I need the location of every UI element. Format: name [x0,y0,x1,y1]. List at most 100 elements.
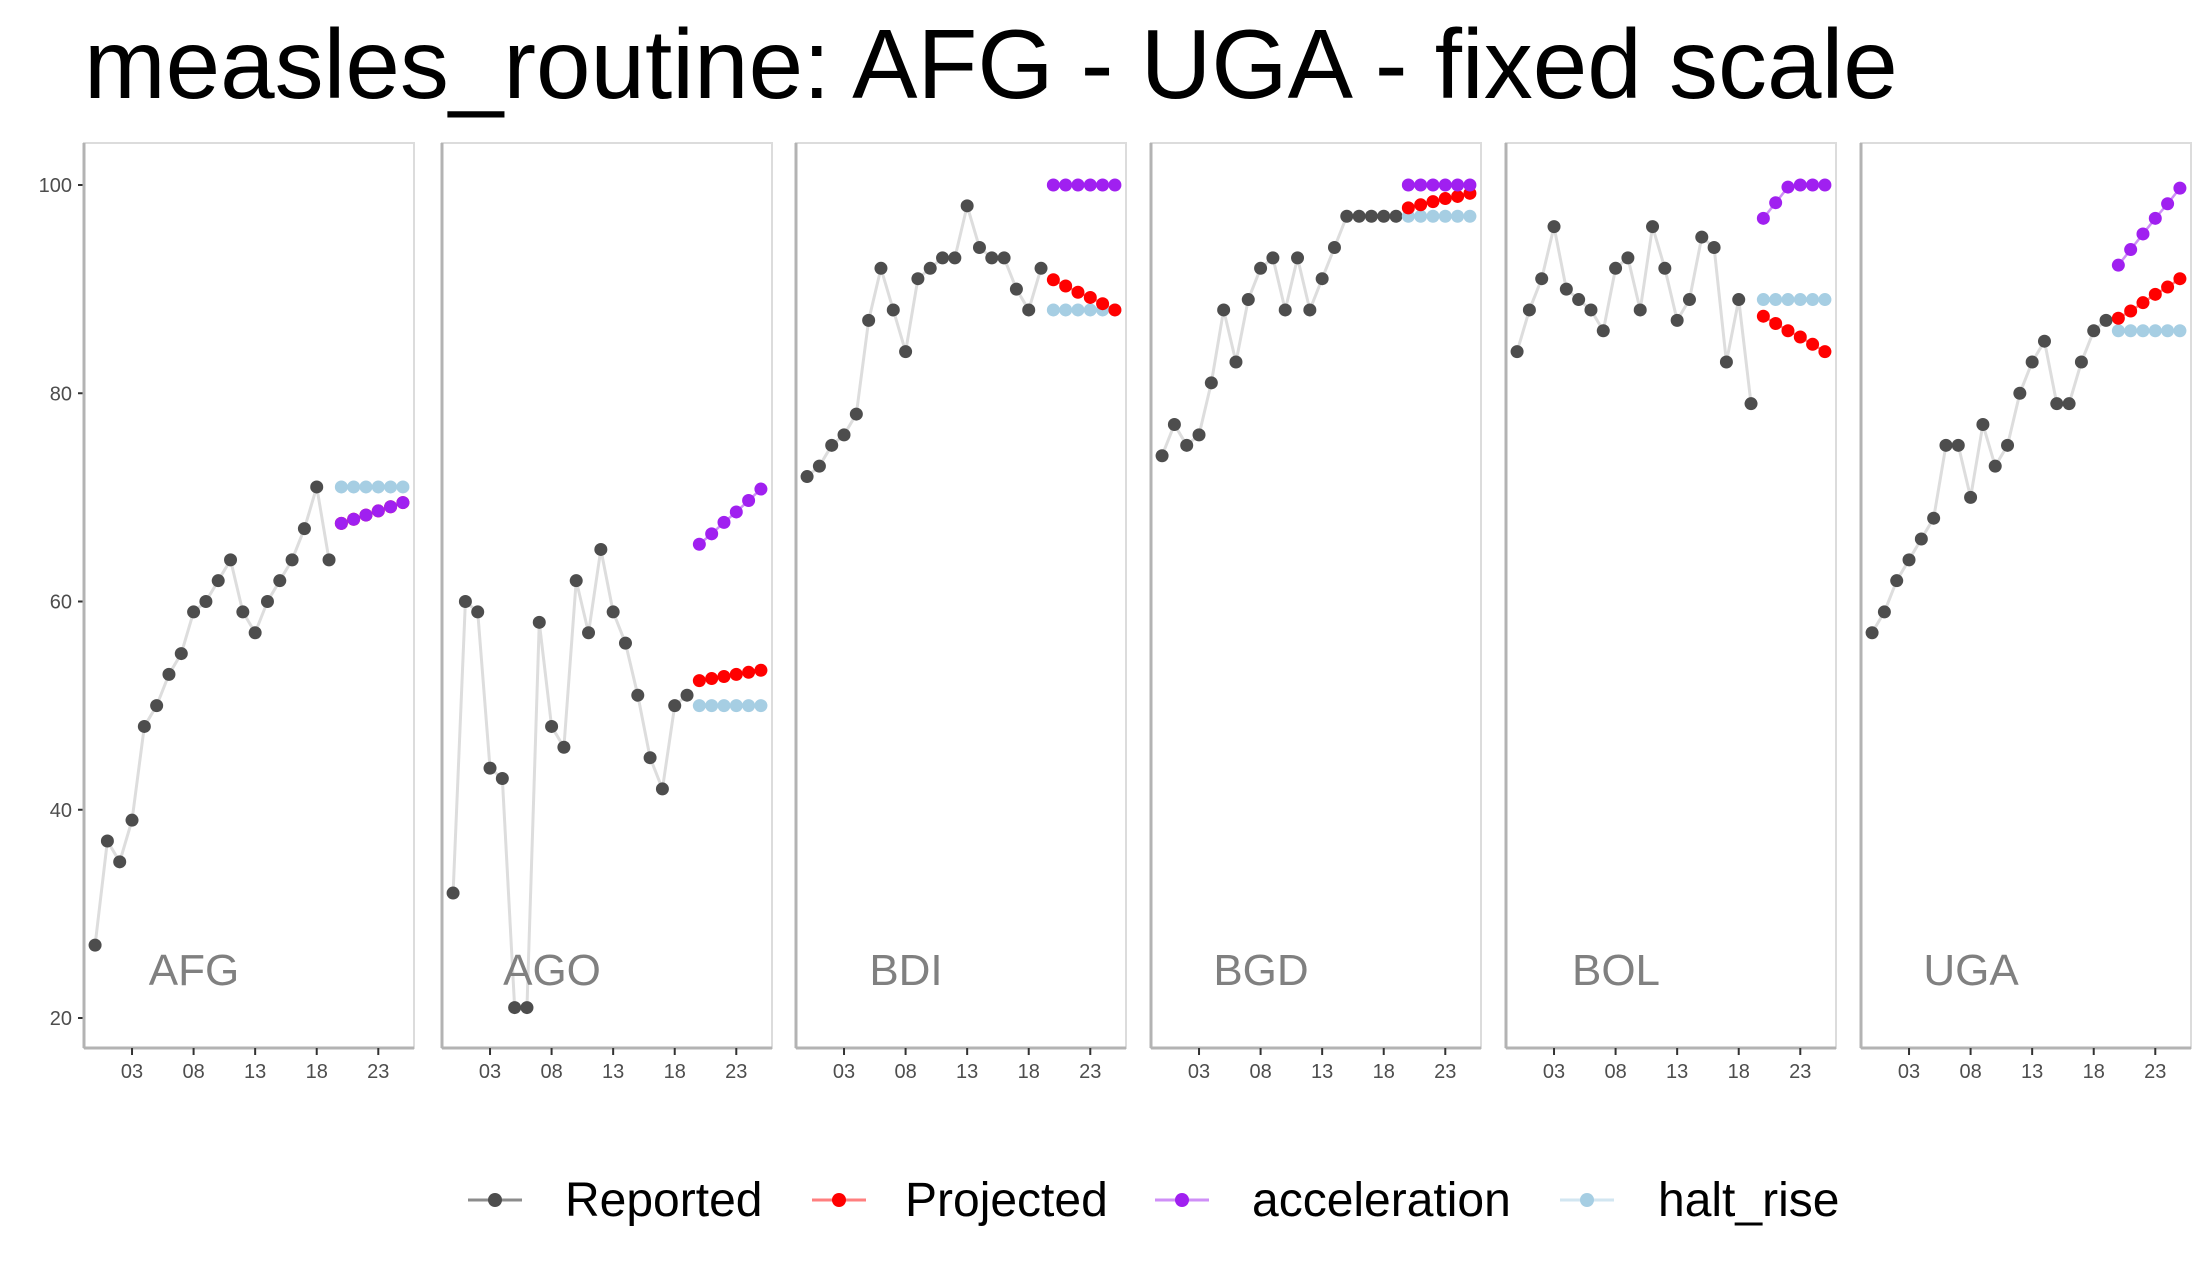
halt_rise-point [742,699,756,713]
y-tick-label: 60 [50,592,72,614]
halt_rise-point [2136,324,2150,338]
reported-point [532,615,546,629]
acceleration-point [1059,178,1073,192]
acceleration-point [717,515,731,529]
reported-point [1744,397,1758,411]
reported-point [88,938,102,952]
reported-point [569,574,583,588]
reported-point [1266,251,1280,265]
acceleration-point [2148,211,2162,225]
projected-point [2173,272,2187,286]
reported-point [471,605,485,619]
x-tick-label: 03 [833,1061,855,1083]
halt_rise-point [1438,209,1452,223]
reported-point [668,699,682,713]
reported-point [849,407,863,421]
reported-point [1670,313,1684,327]
reported-point [606,605,620,619]
projected-point [742,665,756,679]
acceleration-point [1793,178,1807,192]
x-tick-label: 13 [2021,1061,2043,1083]
legend-item-reported: Reported [468,1174,762,1227]
legend-item-projected: Projected [812,1174,1108,1227]
reported-point [972,240,986,254]
reported-point [899,345,913,359]
legend: Reported Projected acceleration halt_rise [468,1174,1839,1227]
facet-label: BOL [1572,946,1660,995]
legend-key-point [832,1193,846,1207]
reported-point [1364,209,1378,223]
halt_rise-point [692,699,706,713]
acceleration-point [1806,178,1820,192]
projected-point [1426,195,1440,209]
reported-point [162,667,176,681]
x-tick-label: 23 [1434,1061,1456,1083]
reported-point [1939,438,1953,452]
reported-point [187,605,201,619]
facet-panel-uga: 03 08 13 18 23 UGA [1859,142,2192,1083]
halt_rise-point [1781,293,1795,307]
legend-item-halt-rise: halt_rise [1560,1174,1839,1227]
reported-point [1572,293,1586,307]
reported-point [631,688,645,702]
projected-point [1046,273,1060,287]
acceleration-point [754,482,768,496]
projected-point [1793,330,1807,344]
reported-point [1658,261,1672,275]
reported-point [199,595,213,608]
reported-point [1229,355,1243,369]
halt_rise-point [729,699,743,713]
projected-point [1756,309,1770,323]
reported-point [1389,209,1403,223]
reported-point [1682,293,1696,307]
halt_rise-point [2161,324,2175,338]
acceleration-point [1426,178,1440,192]
reported-point [2050,397,2064,411]
projected-point [1451,189,1465,203]
acceleration-point [1756,211,1770,225]
halt_rise-point [384,480,398,494]
reported-point [1559,282,1573,296]
reported-point [911,272,925,286]
reported-point [150,699,164,713]
reported-point [1695,230,1709,244]
reported-point [1964,490,1978,504]
x-tick-label: 23 [367,1061,389,1083]
x-tick-label: 08 [1249,1061,1271,1083]
projected-point [705,672,719,686]
reported-point [618,636,632,650]
x-tick-label: 23 [1789,1061,1811,1083]
reported-point [582,626,596,640]
reported-point [1914,532,1928,546]
projected-point [1401,201,1415,215]
reported-point [211,574,225,588]
reported-point [2025,355,2039,369]
facet-panel-afg: 03 08 13 18 23 AFG [82,142,415,1083]
reported-point [1352,209,1366,223]
projected-point [2136,296,2150,310]
acceleration-point [1781,180,1795,194]
reported-point [125,813,139,827]
facet-label: UGA [1923,946,2019,995]
projected-point [692,674,706,688]
halt_rise-point [359,480,373,494]
halt_rise-point [1426,209,1440,223]
panel-border [1505,142,1837,1049]
halt_rise-point [705,699,719,713]
acceleration-point [729,505,743,519]
x-tick-label: 23 [1079,1061,1101,1083]
halt_rise-point [347,480,361,494]
y-tick-label: 80 [50,383,72,405]
x-tick-label: 23 [2144,1061,2166,1083]
reported-point [1865,626,1879,640]
x-tick-label: 18 [664,1061,686,1083]
reported-point [837,428,851,442]
reported-point [1217,303,1231,317]
reported-point [1707,240,1721,254]
panel-border [441,142,773,1049]
x-tick-label: 13 [1666,1061,1688,1083]
halt_rise-point [1083,303,1097,317]
reported-point [1204,376,1218,390]
projected-point [1818,345,1832,359]
